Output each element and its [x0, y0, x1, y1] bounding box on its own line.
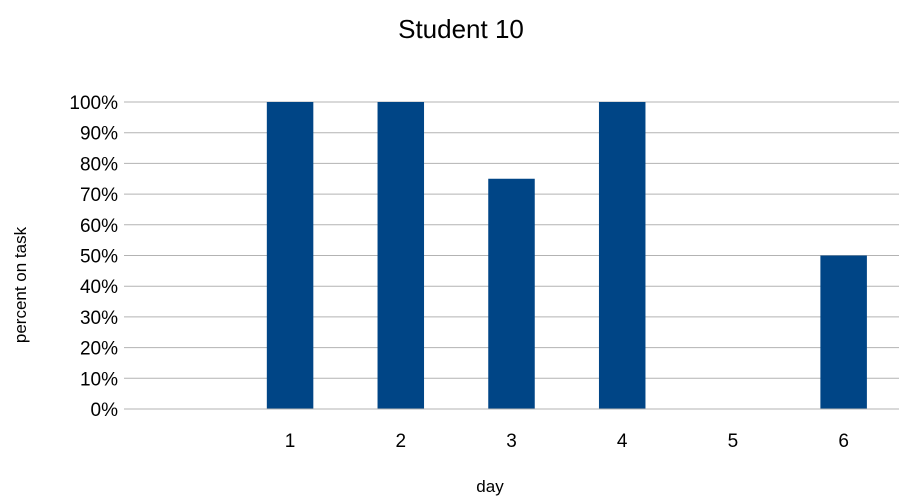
- bar-day-2: [377, 102, 425, 409]
- x-axis-tick-labels: 1 2 3 4 5 6: [285, 431, 849, 452]
- x-axis-label: day: [476, 477, 504, 496]
- y-tick-label: 20%: [80, 339, 118, 360]
- bar-day-1: [266, 102, 314, 409]
- bar-day-4: [598, 102, 646, 409]
- bars: [266, 102, 867, 409]
- y-axis-label: percent on task: [11, 226, 30, 343]
- x-tick-label-1: 1: [285, 431, 296, 452]
- y-tick-label: 0%: [91, 400, 119, 421]
- bar-day-6: [820, 255, 867, 409]
- y-tick-label: 10%: [80, 369, 118, 390]
- x-tick-label-6: 6: [838, 431, 849, 452]
- y-tick-label: 100%: [69, 93, 118, 114]
- y-tick-label: 90%: [80, 124, 118, 145]
- y-tick-label: 50%: [80, 247, 118, 268]
- y-tick-label: 30%: [80, 308, 118, 329]
- bar-day-3: [488, 178, 535, 409]
- x-tick-label-5: 5: [728, 431, 739, 452]
- x-tick-label-2: 2: [395, 431, 406, 452]
- y-tick-label: 80%: [80, 154, 118, 175]
- y-axis-tick-labels: 0% 10% 20% 30% 40% 50% 60% 70% 80% 90% 100%: [69, 93, 118, 421]
- y-tick-label: 70%: [80, 185, 118, 206]
- x-tick-label-3: 3: [506, 431, 517, 452]
- x-tick-label-4: 4: [617, 431, 628, 452]
- y-tick-label: 60%: [80, 216, 118, 237]
- y-tick-label: 40%: [80, 277, 118, 298]
- chart-title: Student 10: [398, 14, 524, 44]
